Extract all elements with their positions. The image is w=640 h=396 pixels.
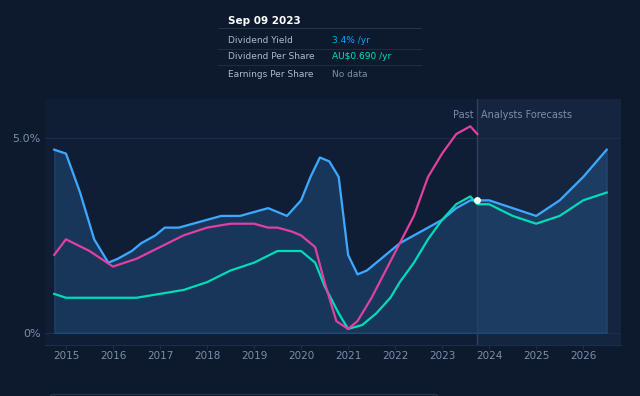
Bar [477,99,621,345]
Text: No data: No data [332,70,368,79]
Legend: Dividend Yield, Dividend Per Share, Earnings Per Share: Dividend Yield, Dividend Per Share, Earn… [50,394,438,396]
Text: Earnings Per Share: Earnings Per Share [228,70,314,79]
Text: Analysts Forecasts: Analysts Forecasts [481,110,572,120]
Text: 3.4% /yr: 3.4% /yr [332,36,370,46]
Text: Dividend Per Share: Dividend Per Share [228,52,314,61]
Text: AU$0.690 /yr: AU$0.690 /yr [332,52,392,61]
Bar [45,99,477,345]
Text: Dividend Yield: Dividend Yield [228,36,292,46]
Text: Sep 09 2023: Sep 09 2023 [228,16,301,26]
Text: Past: Past [453,110,474,120]
